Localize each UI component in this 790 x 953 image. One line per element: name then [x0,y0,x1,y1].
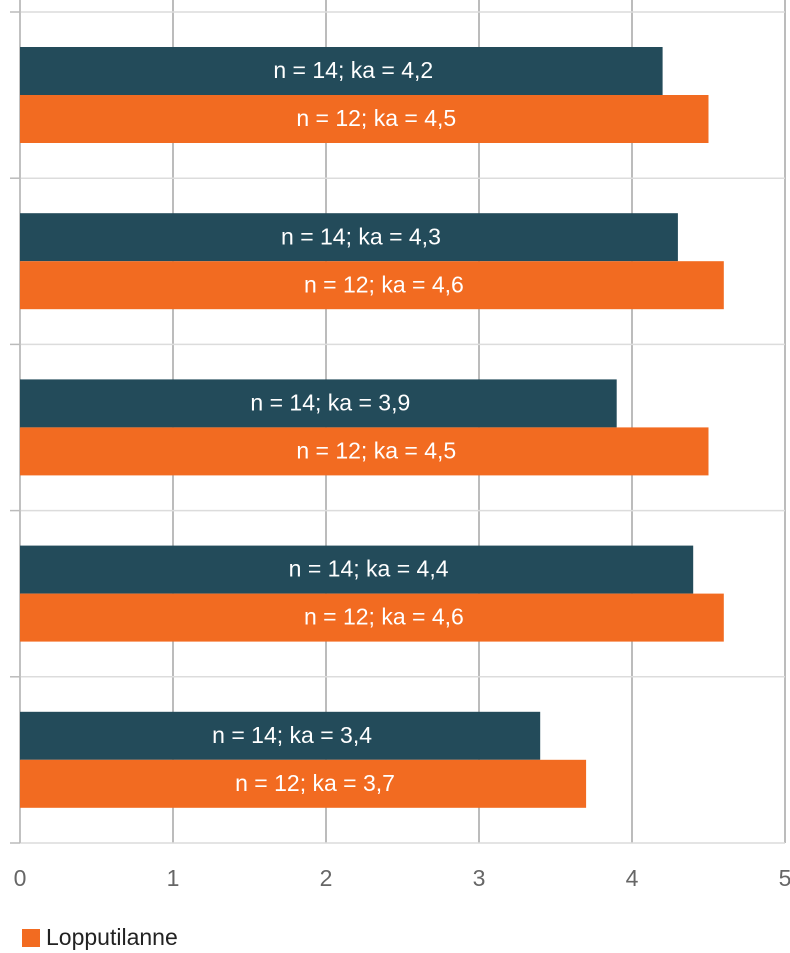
bar-value-label: n = 14; ka = 3,4 [212,722,372,748]
bar-value-label: n = 14; ka = 4,4 [289,556,449,582]
bar [20,379,617,428]
bar-value-label: n = 12; ka = 3,7 [235,770,395,796]
bar-value-label: n = 12; ka = 4,6 [304,604,464,630]
bar [20,95,709,143]
x-tick-label: 0 [14,865,27,891]
bar [20,545,694,594]
bar [20,261,724,310]
x-tick-label: 4 [626,865,639,891]
legend-label: Lopputilanne [46,924,178,950]
bar [20,47,663,95]
bar-value-label: n = 14; ka = 3,9 [250,389,410,415]
bar-value-label: n = 12; ka = 4,5 [296,437,456,463]
bar [20,213,678,262]
x-tick-label: 2 [320,865,333,891]
x-tick-label: 3 [473,865,486,891]
bar [20,427,709,476]
bar [20,711,541,760]
bar [20,759,587,808]
bar-value-label: n = 14; ka = 4,2 [273,57,433,83]
bar-value-label: n = 12; ka = 4,5 [296,105,456,131]
bar [20,593,724,642]
legend-swatch [22,929,40,947]
bar-value-label: n = 14; ka = 4,3 [281,223,441,249]
x-tick-label: 1 [167,865,180,891]
bar-value-label: n = 12; ka = 4,6 [304,271,464,297]
x-tick-label: 5 [779,865,790,891]
